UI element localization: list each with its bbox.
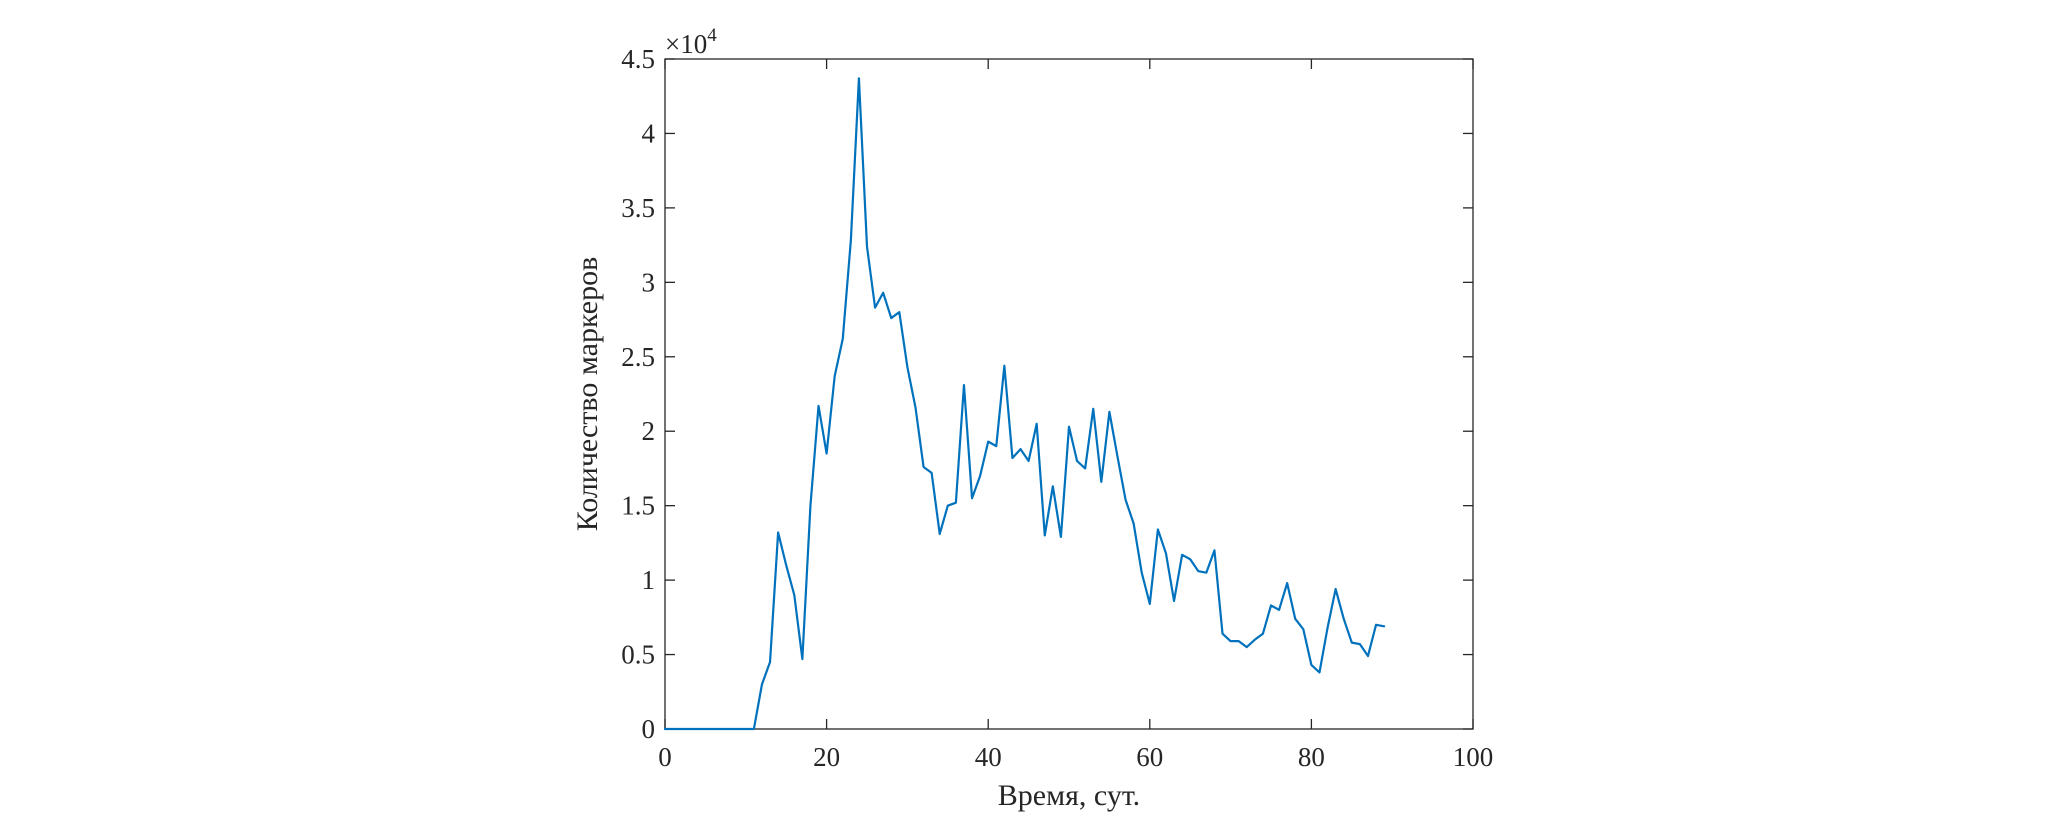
- x-tick-label: 60: [1136, 742, 1163, 772]
- x-tick-label: 80: [1298, 742, 1325, 772]
- y-tick-label: 2.5: [621, 342, 655, 372]
- y-tick-label: 2: [642, 416, 656, 446]
- y-axis-label: Количество маркеров: [571, 257, 604, 532]
- y-tick-label: 3: [642, 267, 656, 297]
- axis-tick-labels: 0 20 40 60 80 100 0 0.5 1 1.5 2 2.5 3 3.5 4 4.5: [621, 44, 1493, 772]
- x-axis-label: Время, сут.: [998, 779, 1140, 812]
- x-tick-label: 100: [1453, 742, 1494, 772]
- series-line: [663, 77, 1386, 731]
- y-tick-label: 0: [642, 714, 656, 744]
- y-axis-multiplier: ×104: [665, 25, 717, 59]
- x-tick-label: 0: [658, 742, 672, 772]
- data-series: [663, 77, 1386, 731]
- x-tick-label: 40: [975, 742, 1002, 772]
- y-tick-label: 4: [642, 118, 656, 148]
- y-tick-label: 3.5: [621, 193, 655, 223]
- y-tick-label: 0.5: [621, 640, 655, 670]
- plot-frame: [664, 58, 1474, 730]
- y-tick-label: 4.5: [621, 44, 655, 74]
- plot-box: [664, 58, 1474, 730]
- y-axis-multiplier-exponent: 4: [707, 25, 717, 46]
- y-axis-multiplier-base: ×10: [665, 29, 707, 59]
- y-tick-label: 1: [642, 565, 656, 595]
- x-tick-label: 20: [813, 742, 840, 772]
- y-tick-label: 1.5: [621, 491, 655, 521]
